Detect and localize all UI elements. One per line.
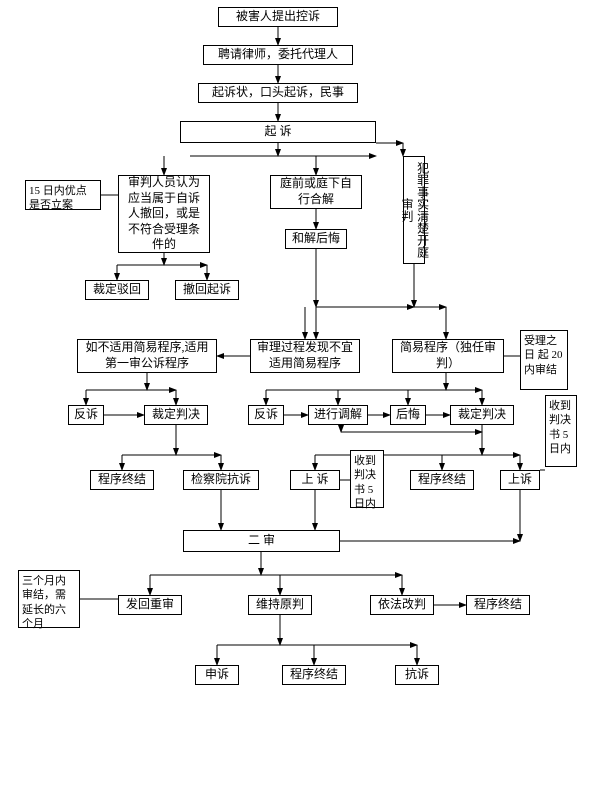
note-c5: 三个月内审结，需延长的六个月 [18,570,80,628]
node-n1: 被害人提出控诉 [218,7,338,27]
node-n11: 如不适用简易程序,适用第一审公诉程序 [77,339,217,373]
node-n7: 和解后悔 [285,229,347,249]
node-n24: 上诉 [500,470,540,490]
node-n3: 起诉状，口头起诉，民事 [198,83,358,103]
node-n23: 程序终结 [410,470,474,490]
node-n32: 抗诉 [395,665,439,685]
node-n9: 裁定驳回 [85,280,149,300]
node-n16: 反诉 [248,405,284,425]
node-n26: 发回重审 [118,595,182,615]
node-n5: 审判人员认为应当属于自诉人撤回，或是不符合受理条件的 [118,175,210,253]
node-n27: 维持原判 [248,595,312,615]
node-n6: 庭前或庭下自行合解 [270,175,362,209]
note-c2: 受理之日 起 20 内审结 [520,330,568,390]
node-n22: 上 诉 [290,470,340,490]
node-n2: 聘请律师，委托代理人 [203,45,353,65]
note-c1: 15 日内优点是否立案 [25,180,101,210]
node-n29: 程序终结 [466,595,530,615]
node-n4: 起 诉 [180,121,376,143]
node-n14: 反诉 [68,405,104,425]
node-n18: 后悔 [390,405,426,425]
node-n25: 二 审 [183,530,340,552]
note-c4: 收到判决书 5 日内 [545,395,577,467]
node-n31: 程序终结 [282,665,346,685]
node-n10: 撤回起诉 [175,280,239,300]
node-n19: 裁定判决 [450,405,514,425]
node-n21: 检察院抗诉 [183,470,259,490]
node-n12: 审理过程发现不宜适用简易程序 [250,339,360,373]
node-n20: 程序终结 [90,470,154,490]
node-n30: 申诉 [195,665,239,685]
node-n28: 依法改判 [370,595,434,615]
node-n8: 犯罪事实清楚开庭审判 [403,156,425,264]
node-n15: 裁定判决 [144,405,208,425]
node-n17: 进行调解 [308,405,368,425]
note-c3: 收到判决书 5 日内 [350,450,384,508]
node-n13: 简易程序（独任审判） [392,339,504,373]
